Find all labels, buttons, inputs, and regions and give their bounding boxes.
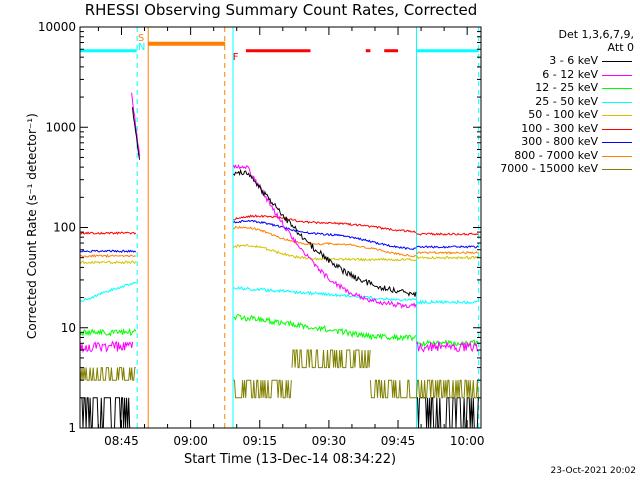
y-tick-label: 1 bbox=[68, 421, 76, 435]
series-6-12-kev bbox=[417, 342, 479, 352]
legend-swatch bbox=[602, 142, 632, 143]
series-12-25-kev bbox=[234, 315, 417, 341]
series-25-50-kev bbox=[80, 282, 136, 301]
legend-swatch bbox=[602, 129, 632, 130]
series-7000-15000-kev bbox=[80, 368, 136, 381]
x-tick-label: 09:30 bbox=[312, 434, 347, 448]
series-7000-15000-kev bbox=[370, 380, 416, 398]
legend-swatch bbox=[602, 156, 632, 157]
y-tick-label: 10000 bbox=[38, 20, 76, 34]
series-6-12-kev bbox=[234, 165, 417, 308]
legend-swatch bbox=[602, 75, 632, 76]
legend-header: Det 1,3,6,7,9, Att 0 bbox=[528, 28, 634, 54]
legend-header-line: Det 1,3,6,7,9, bbox=[528, 28, 634, 41]
series-100-300-kev bbox=[417, 233, 479, 235]
legend-entry: 7000 - 15000 keV bbox=[470, 163, 634, 176]
legend-label: 12 - 25 keV bbox=[535, 82, 598, 94]
series-3-6-kev bbox=[80, 398, 130, 428]
x-tick-label: 10:00 bbox=[450, 434, 485, 448]
series-3-6-kev bbox=[133, 107, 140, 160]
series-800-7000-kev bbox=[234, 227, 417, 257]
series-300-800-kev bbox=[234, 220, 417, 249]
y-tick-label: 10 bbox=[61, 321, 76, 335]
series-100-300-kev bbox=[234, 215, 417, 233]
legend-label: 100 - 300 keV bbox=[521, 123, 598, 135]
x-tick-label: 08:45 bbox=[104, 434, 139, 448]
legend-label: 50 - 100 keV bbox=[528, 109, 598, 121]
legend-swatch bbox=[602, 61, 632, 62]
legend-swatch bbox=[602, 88, 632, 89]
legend-entry: 25 - 50 keV bbox=[470, 96, 634, 109]
f-marker: F bbox=[233, 52, 239, 63]
series-7000-15000-kev bbox=[234, 380, 292, 398]
legend-label: 6 - 12 keV bbox=[542, 69, 598, 81]
x-axis-label: Start Time (13-Dec-14 08:34:22) bbox=[140, 452, 440, 467]
legend-label: 25 - 50 keV bbox=[535, 96, 598, 108]
y-tick-label: 1000 bbox=[45, 120, 76, 134]
series-3-6-kev bbox=[417, 398, 479, 428]
series-6-12-kev bbox=[80, 342, 133, 352]
legend-swatch bbox=[602, 102, 632, 103]
legend-label: 7000 - 15000 keV bbox=[500, 163, 598, 175]
legend-entry: 3 - 6 keV bbox=[470, 55, 634, 68]
date-stamp: 23-Oct-2021 20:02 bbox=[551, 466, 636, 476]
series-6-12-kev bbox=[132, 93, 140, 157]
x-tick-label: 09:00 bbox=[173, 434, 208, 448]
series-12-25-kev bbox=[80, 329, 136, 335]
legend-label: 3 - 6 keV bbox=[549, 55, 598, 67]
y-axis-label: Corrected Count Rate (s⁻¹ detector⁻¹) bbox=[25, 139, 39, 339]
legend-label: 300 - 800 keV bbox=[521, 136, 598, 148]
n-marker: N bbox=[138, 42, 145, 53]
plot-frame bbox=[80, 27, 481, 428]
legend-label: 800 - 7000 keV bbox=[514, 150, 598, 162]
y-tick-label: 100 bbox=[53, 221, 76, 235]
legend-entry: 12 - 25 keV bbox=[470, 82, 634, 95]
legend-entry: 6 - 12 keV bbox=[470, 69, 634, 82]
legend-entry: 100 - 300 keV bbox=[470, 123, 634, 136]
series-800-7000-kev bbox=[80, 255, 136, 257]
legend-swatch bbox=[602, 115, 632, 116]
series-50-100-kev bbox=[80, 261, 136, 264]
series-50-100-kev bbox=[417, 256, 479, 259]
legend-entry: 300 - 800 keV bbox=[470, 136, 634, 149]
series-300-800-kev bbox=[80, 250, 136, 252]
legend-entry: 50 - 100 keV bbox=[470, 109, 634, 122]
series-25-50-kev bbox=[417, 301, 479, 304]
legend-swatch bbox=[602, 169, 632, 170]
x-tick-label: 09:45 bbox=[381, 434, 416, 448]
legend-entry: 800 - 7000 keV bbox=[470, 150, 634, 163]
series-800-7000-kev bbox=[417, 252, 479, 254]
series-100-300-kev bbox=[80, 232, 136, 234]
legend-header-line: Att 0 bbox=[528, 41, 634, 54]
series-7000-15000-kev bbox=[417, 380, 479, 398]
series-300-800-kev bbox=[417, 246, 479, 248]
x-tick-label: 09:15 bbox=[242, 434, 277, 448]
series-7000-15000-kev bbox=[292, 350, 370, 368]
